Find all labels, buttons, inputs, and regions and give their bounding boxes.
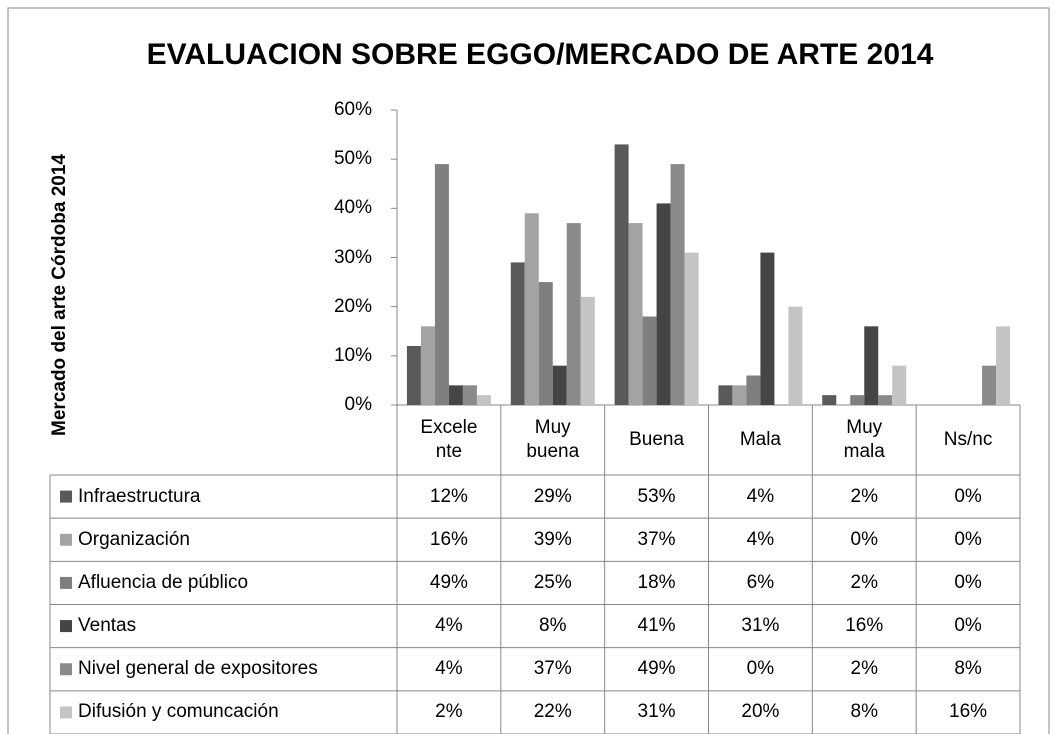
bar xyxy=(718,385,733,405)
bar xyxy=(510,262,525,405)
table-value: 4% xyxy=(435,615,463,637)
bar xyxy=(538,282,553,405)
table-value: 0% xyxy=(746,658,775,680)
table-value: 31% xyxy=(741,615,780,637)
bar xyxy=(552,365,567,405)
legend-swatch xyxy=(60,706,72,719)
table-value: 16% xyxy=(429,528,468,550)
bar xyxy=(448,385,463,405)
y-tick-label: 10% xyxy=(333,344,372,366)
table-value: 0% xyxy=(850,528,878,550)
bar xyxy=(684,252,699,405)
bar xyxy=(760,252,775,405)
table-value: 0% xyxy=(954,528,982,550)
bar xyxy=(982,365,997,405)
table-value: 0% xyxy=(954,485,982,507)
y-tick-label: 20% xyxy=(333,295,372,317)
table-value: 25% xyxy=(533,571,572,593)
bar xyxy=(656,203,671,405)
legend-label: Infraestructura xyxy=(78,485,201,507)
bar xyxy=(580,296,595,405)
bar xyxy=(420,326,435,405)
table-value: 2% xyxy=(850,485,878,507)
legend-label: Difusión y comuncación xyxy=(78,701,279,723)
bar xyxy=(434,164,449,405)
table-value: 39% xyxy=(533,528,572,550)
table-value: 4% xyxy=(435,658,463,680)
table-value: 20% xyxy=(741,701,780,723)
legend-swatch xyxy=(60,490,72,503)
y-tick-label: 40% xyxy=(333,197,372,219)
chart-border xyxy=(7,7,1050,734)
table-value: 4% xyxy=(746,485,775,507)
bar xyxy=(892,365,907,405)
table-value: 8% xyxy=(539,615,567,637)
table-value: 12% xyxy=(429,485,468,507)
bar xyxy=(850,395,865,405)
chart-title: EVALUACION SOBRE EGGO/MERCADO DE ARTE 20… xyxy=(146,38,934,71)
bar xyxy=(788,306,803,405)
legend-swatch xyxy=(60,533,72,546)
table-value: 2% xyxy=(850,571,878,593)
legend-swatch xyxy=(60,620,72,633)
x-category-label: Buena xyxy=(629,429,685,450)
table-value: 53% xyxy=(637,485,676,507)
bar xyxy=(822,395,837,405)
table-value: 16% xyxy=(949,701,988,723)
table-value: 16% xyxy=(845,615,884,637)
x-category-label: Muy buena xyxy=(526,417,580,462)
bar xyxy=(864,326,879,405)
legend-label: Afluencia de público xyxy=(78,571,249,593)
legend-label: Nivel general de expositores xyxy=(78,658,318,680)
legend-swatch xyxy=(60,663,72,676)
table-value: 49% xyxy=(637,658,676,680)
bar xyxy=(878,395,893,405)
bar xyxy=(462,385,477,405)
bar xyxy=(996,326,1011,405)
table-value: 8% xyxy=(850,701,878,723)
y-tick-label: 50% xyxy=(333,148,372,170)
y-tick-label: 0% xyxy=(344,394,372,415)
table-value: 49% xyxy=(429,571,468,593)
bar xyxy=(406,346,421,405)
table-value: 31% xyxy=(637,701,676,723)
bar xyxy=(524,213,539,405)
table-value: 6% xyxy=(746,571,775,593)
x-category-label: Mala xyxy=(739,429,781,450)
legend-label: Organización xyxy=(78,528,190,550)
bar xyxy=(670,164,685,405)
bar xyxy=(628,223,643,405)
bar xyxy=(614,144,629,405)
table-value: 22% xyxy=(533,701,572,723)
bar xyxy=(642,316,657,405)
table-value: 0% xyxy=(954,615,982,637)
x-category-label: Excele nte xyxy=(420,417,478,462)
bar xyxy=(746,375,761,405)
table-value: 37% xyxy=(533,658,572,680)
table-value: 4% xyxy=(746,528,775,550)
table-value: 0% xyxy=(954,571,982,593)
table-value: 37% xyxy=(637,528,676,550)
table-value: 2% xyxy=(850,658,878,680)
table-value: 29% xyxy=(533,485,572,507)
bar xyxy=(476,395,491,405)
table-value: 2% xyxy=(435,701,463,723)
x-category-label: Muy mala xyxy=(843,417,885,462)
y-tick-label: 60% xyxy=(333,99,372,120)
x-category-label: Ns/nc xyxy=(943,429,993,450)
bar xyxy=(566,223,581,405)
bar xyxy=(732,385,747,405)
legend-swatch xyxy=(60,576,72,589)
y-tick-label: 30% xyxy=(333,246,372,268)
y-axis-label: Mercado del arte Córdoba 2014 xyxy=(49,154,70,436)
table-value: 18% xyxy=(637,571,676,593)
table-value: 8% xyxy=(954,658,982,680)
table-value: 41% xyxy=(637,615,676,637)
legend-label: Ventas xyxy=(78,615,137,637)
